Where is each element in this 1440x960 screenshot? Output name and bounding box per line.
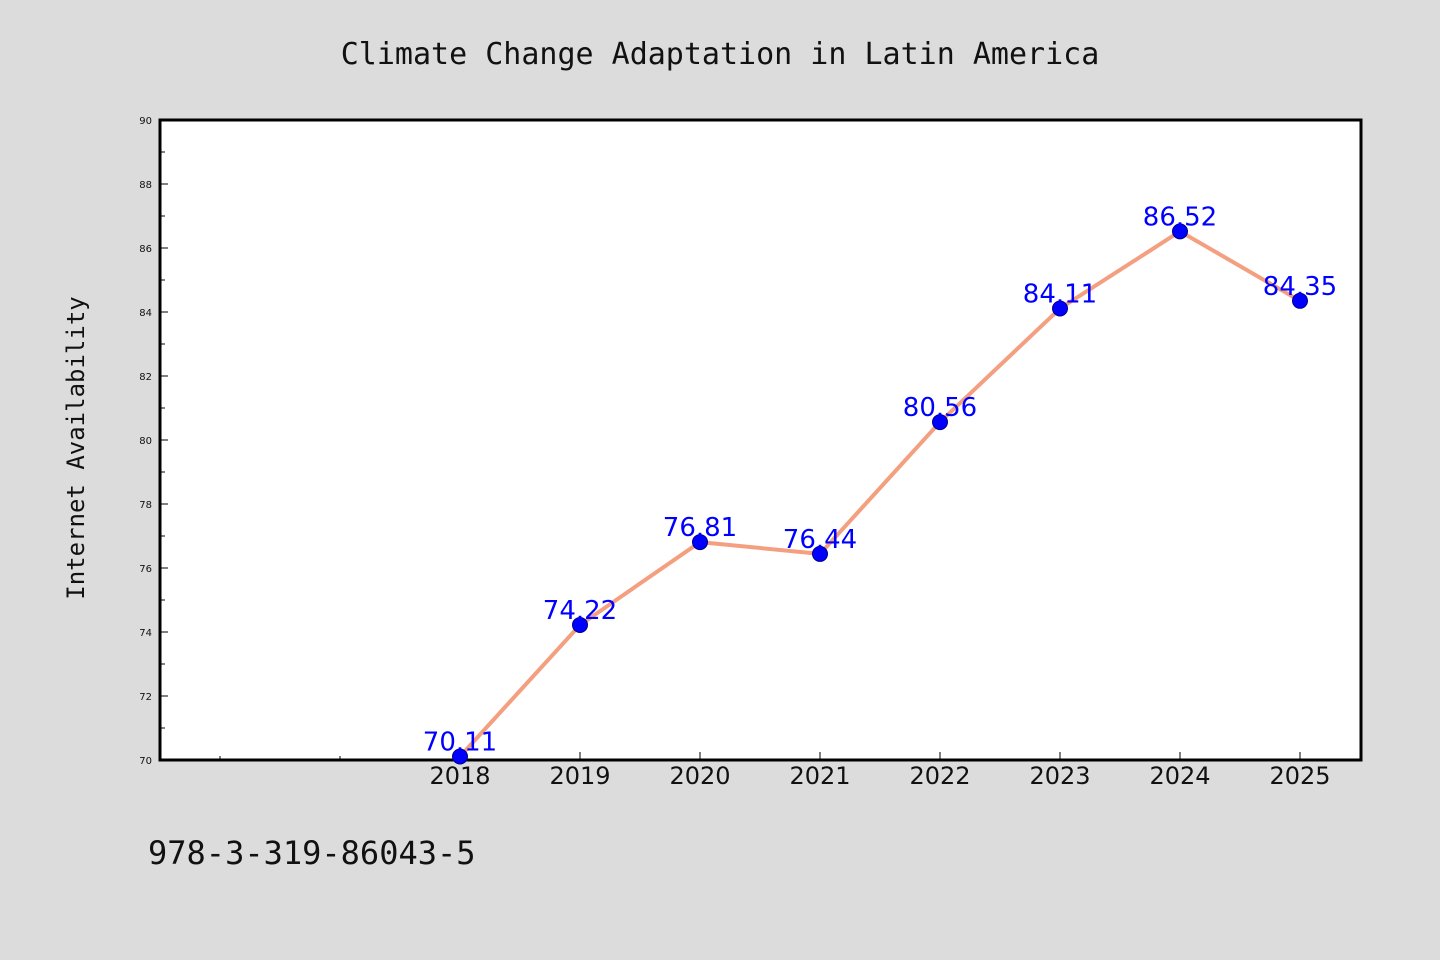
data-label: 74.22 [543, 596, 617, 626]
x-tick-label: 2021 [789, 762, 850, 790]
series-line [458, 229, 1302, 759]
footnote: 978-3-319-86043-5 [148, 834, 476, 872]
x-tick-label: 2025 [1269, 762, 1330, 790]
y-tick-label: 72 [139, 692, 152, 703]
y-axis-ticks: 70 72 74 76 78 80 82 84 86 88 90 [139, 116, 168, 767]
data-point-marker [1172, 223, 1188, 240]
x-tick-label: 2023 [1029, 762, 1090, 790]
data-label: 84.35 [1263, 272, 1337, 302]
data-point-marker [932, 414, 948, 431]
marker-layer [452, 223, 1308, 765]
x-tick-label: 2020 [669, 762, 730, 790]
y-tick-label: 80 [139, 436, 152, 447]
y-tick-label: 74 [139, 628, 152, 639]
data-label: 70.11 [423, 727, 497, 757]
plot-frame [158, 118, 1363, 762]
y-tick-label: 78 [139, 500, 152, 511]
y-tick-label: 88 [139, 180, 152, 191]
data-label: 76.44 [783, 525, 857, 555]
x-axis-ticks: 2018 2019 2020 2021 2022 2023 2024 2025 [429, 752, 1331, 790]
data-point-marker [1052, 300, 1068, 317]
y-tick-label: 76 [139, 564, 152, 575]
y-axis-label: Internet Availability [62, 296, 90, 599]
data-label: 80.56 [903, 393, 977, 423]
data-point-marker [812, 545, 828, 562]
data-point-marker [572, 616, 588, 633]
x-tick-label: 2019 [549, 762, 610, 790]
y-tick-label: 82 [139, 372, 152, 383]
data-point-marker [1292, 292, 1308, 309]
y-tick-label: 84 [139, 308, 152, 319]
y-tick-label: 70 [139, 756, 152, 767]
x-tick-label: 2024 [1149, 762, 1210, 790]
data-label: 76.81 [663, 513, 737, 543]
x-tick-label: 2022 [909, 762, 970, 790]
series-layer [458, 229, 1302, 759]
data-label: 84.11 [1023, 279, 1097, 309]
y-tick-label: 90 [139, 116, 152, 127]
data-label: 86.52 [1143, 202, 1217, 232]
x-tick-label: 2018 [429, 762, 490, 790]
plot-area [160, 120, 1361, 760]
y-tick-label: 86 [139, 244, 152, 255]
chart-title: Climate Change Adaptation in Latin Ameri… [341, 37, 1100, 72]
data-point-marker [692, 534, 708, 551]
data-point-marker [452, 748, 468, 765]
data-label-layer: 70.11 74.22 76.81 76.44 80.56 84.11 86.52 84.35 [423, 202, 1337, 757]
